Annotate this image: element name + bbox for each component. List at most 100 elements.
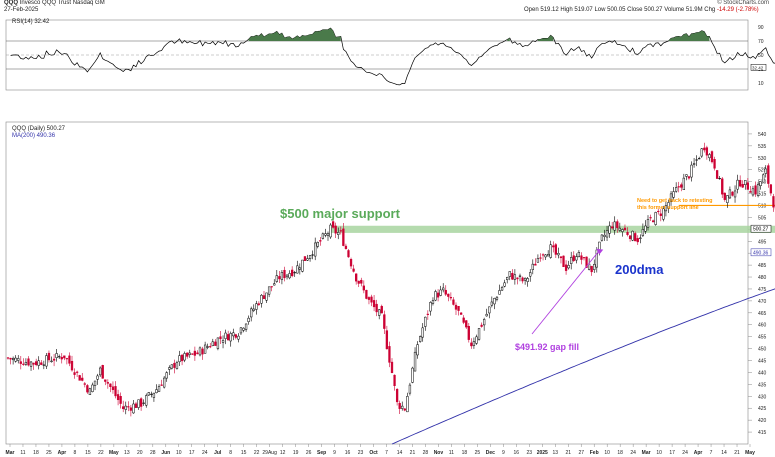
candle-body [314, 242, 317, 257]
x-tick-label: 13 [552, 450, 558, 456]
candle-body [639, 237, 642, 239]
price-tick-label: 535 [758, 144, 767, 150]
price-tag-box [750, 224, 772, 233]
candle-body [367, 297, 371, 300]
candle [347, 249, 350, 258]
candle-body [526, 278, 529, 282]
x-tick-label: 16 [514, 450, 520, 456]
candle [111, 381, 115, 394]
candle-body [362, 285, 365, 291]
volume-label: Volume [664, 7, 685, 13]
candle-body [570, 257, 573, 264]
candle-body [152, 392, 156, 398]
candle-body [401, 405, 404, 409]
candle [593, 259, 596, 273]
candle [75, 370, 79, 378]
candle [280, 270, 284, 285]
candle-body [155, 389, 158, 394]
candle [577, 250, 581, 258]
candle-body [186, 352, 189, 357]
candle [746, 178, 749, 190]
rsi-tick-label: 10 [758, 81, 764, 87]
candle [257, 301, 261, 306]
candle [88, 387, 92, 395]
candle [436, 289, 440, 302]
candle-body [142, 402, 145, 404]
candle-body [664, 205, 668, 212]
candle-body [288, 273, 291, 279]
candle [741, 180, 744, 188]
candle-body [237, 335, 240, 340]
candle-body [119, 396, 122, 404]
candle-body [582, 257, 586, 259]
candle-body [452, 299, 455, 305]
support-annotation: $500 major support [280, 206, 400, 221]
candle-body [106, 382, 109, 384]
candle [360, 277, 363, 287]
candle [531, 259, 534, 275]
candle-body [275, 275, 278, 282]
candle [60, 353, 63, 364]
candle [221, 335, 225, 349]
retest-annotation-line1: Need to get back to retesting [637, 198, 713, 204]
candle [544, 253, 547, 260]
candle [426, 310, 429, 320]
candle-body [628, 235, 632, 239]
candle-body [557, 253, 560, 256]
price-panel: 415 420 425 430 435 440 445 450 455 460 465 470 475 4… [5, 121, 775, 445]
candle-body [331, 221, 335, 228]
candle-body [611, 226, 614, 229]
candle-body [559, 256, 563, 259]
gap-annotation: $491.92 gap fill [515, 342, 580, 352]
candle [513, 269, 517, 285]
candle-body [587, 263, 591, 270]
candle [680, 182, 683, 192]
candle [239, 327, 243, 336]
candle-body [63, 355, 66, 359]
candle-body [739, 180, 742, 187]
candle [278, 270, 281, 284]
candle [232, 328, 235, 341]
x-tick-label: 22 [254, 450, 260, 456]
candle [406, 392, 409, 413]
candle [142, 399, 145, 406]
candle [314, 237, 317, 261]
candle-body [654, 212, 657, 225]
candle [170, 364, 173, 370]
candle [265, 292, 268, 303]
x-tick-label: 20 [137, 450, 143, 456]
candle-body [311, 254, 314, 256]
candle [618, 222, 621, 232]
candle [237, 333, 240, 343]
candle-body [257, 303, 261, 305]
candle-body [365, 289, 368, 299]
candle-body [500, 287, 504, 291]
candle [449, 292, 453, 301]
candle-body [436, 292, 440, 298]
candle-body [357, 280, 360, 284]
candle-body [657, 210, 660, 213]
rsi-line [10, 27, 775, 86]
candle-body [562, 255, 565, 267]
candle-body [388, 346, 391, 363]
price-tick-label: 440 [758, 370, 767, 376]
candle [664, 201, 668, 217]
candle-body [682, 177, 685, 190]
candle-body [308, 255, 312, 260]
candle-body [229, 333, 232, 342]
rsi-tag-box [750, 64, 767, 71]
candle [14, 355, 17, 363]
candle [99, 366, 102, 378]
candle-body [37, 360, 40, 366]
price-tick-label: 505 [758, 215, 767, 221]
open-value: 519.12 [540, 7, 559, 13]
candle-body [134, 403, 138, 408]
candle-body [193, 350, 197, 356]
candle [283, 266, 286, 282]
candle-body [122, 406, 125, 410]
candle-body [715, 170, 719, 179]
candle [337, 227, 340, 240]
candle [541, 253, 545, 261]
candle [439, 285, 442, 297]
